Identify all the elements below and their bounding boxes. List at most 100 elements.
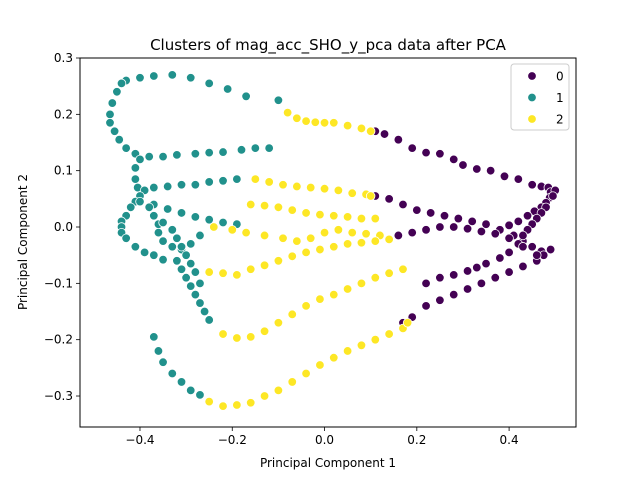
data-point [250, 174, 261, 184]
data-point [329, 242, 339, 252]
data-point [287, 251, 297, 261]
data-point [273, 95, 284, 105]
y-tick-label: 0.1 [54, 164, 73, 178]
data-point [190, 212, 201, 222]
data-point [453, 213, 464, 224]
data-point [421, 278, 431, 289]
data-point [301, 208, 311, 218]
data-point [315, 360, 325, 370]
data-point [504, 233, 514, 243]
data-point [153, 227, 164, 238]
plot-area [79, 57, 577, 428]
data-point [292, 113, 302, 123]
x-tick-label: 0.2 [407, 433, 426, 447]
data-point [384, 194, 394, 204]
data-point [218, 329, 228, 339]
data-point [365, 191, 376, 201]
data-point [301, 368, 311, 379]
data-point [112, 87, 122, 97]
data-point [329, 289, 339, 300]
data-point [246, 199, 256, 210]
data-point [342, 346, 353, 356]
data-point [278, 233, 288, 243]
data-point [356, 340, 367, 351]
data-point [204, 396, 214, 407]
y-axis-label: Principal Component 2 [16, 174, 30, 310]
data-point [232, 400, 242, 410]
data-point [186, 258, 196, 269]
data-point [504, 220, 514, 231]
data-point [518, 261, 528, 272]
data-point [287, 377, 297, 387]
data-point [412, 205, 422, 215]
data-point [301, 247, 311, 258]
data-point [449, 222, 459, 232]
data-point [130, 174, 141, 184]
data-point [186, 281, 196, 291]
data-point [292, 181, 302, 192]
data-point [518, 242, 528, 252]
data-point [195, 390, 205, 400]
data-point [490, 273, 500, 283]
data-point [504, 267, 514, 277]
data-point [204, 267, 214, 277]
chart-title: Clusters of mag_acc_SHO_y_pca data after… [150, 36, 507, 55]
data-point [259, 230, 270, 241]
data-point [158, 151, 168, 162]
data-point [135, 196, 145, 207]
data-point [190, 180, 201, 190]
data-point [246, 264, 256, 274]
data-point [462, 223, 473, 234]
data-point [476, 278, 487, 289]
data-point [139, 247, 150, 258]
data-point [393, 134, 404, 145]
data-point [158, 254, 168, 265]
data-point [176, 264, 187, 274]
data-point [342, 239, 353, 249]
data-point [495, 253, 505, 263]
data-point [384, 329, 394, 339]
legend-marker [527, 92, 537, 103]
data-point [402, 318, 413, 328]
data-point [153, 346, 164, 356]
data-point [149, 71, 159, 81]
data-point [172, 233, 182, 243]
data-point [365, 126, 376, 136]
points-layer [105, 70, 560, 411]
data-point [195, 278, 205, 289]
data-point [218, 401, 228, 411]
data-point [121, 233, 131, 243]
data-point [370, 213, 380, 224]
data-point [186, 73, 196, 83]
y-tick-label: −0.1 [44, 276, 73, 290]
y-tick-label: 0.0 [54, 220, 73, 234]
data-point [306, 233, 316, 243]
data-point [384, 268, 394, 278]
data-point [458, 160, 468, 170]
data-point [190, 149, 201, 159]
data-point [527, 180, 537, 190]
x-axis: −0.4 −0.2 0.0 0.2 0.4 [125, 427, 519, 447]
data-point [190, 267, 201, 277]
data-point [167, 225, 177, 235]
data-point [306, 182, 316, 193]
data-point [176, 180, 187, 190]
x-tick-label: 0.0 [315, 433, 334, 447]
data-point [347, 188, 357, 198]
data-point [130, 242, 141, 252]
data-point [116, 78, 127, 89]
data-point [467, 216, 477, 227]
data-point [527, 242, 537, 252]
data-point [481, 258, 491, 269]
data-point [384, 234, 394, 245]
data-point [176, 208, 187, 218]
data-point [259, 200, 270, 211]
data-point [167, 70, 177, 80]
data-point [329, 353, 339, 363]
data-point [114, 134, 124, 145]
data-point [490, 229, 500, 239]
data-point [109, 126, 120, 136]
data-point [393, 230, 404, 241]
data-point [333, 185, 344, 196]
data-point [204, 177, 214, 187]
